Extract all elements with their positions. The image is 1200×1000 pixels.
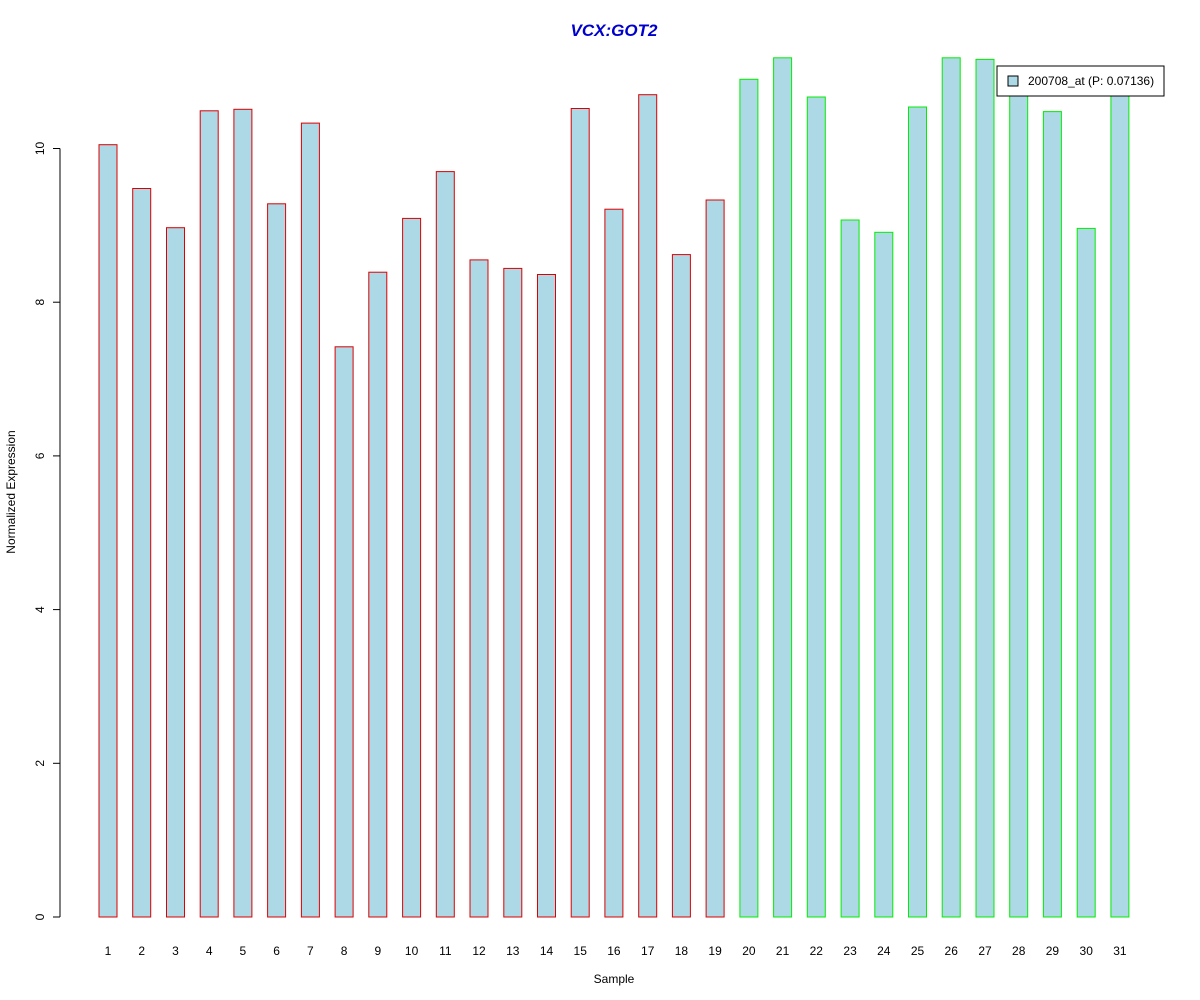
x-tick-label: 24 bbox=[877, 944, 891, 958]
y-axis-label: Normalized Expression bbox=[4, 430, 18, 553]
y-tick-label: 6 bbox=[33, 452, 47, 459]
bar-sample-12 bbox=[469, 259, 489, 918]
bar-sample-22 bbox=[806, 96, 826, 918]
x-tick-label: 20 bbox=[742, 944, 756, 958]
x-tick-label: 27 bbox=[978, 944, 992, 958]
bar-sample-31 bbox=[1110, 81, 1130, 918]
bar-sample-24 bbox=[874, 231, 894, 918]
x-tick-label: 23 bbox=[843, 944, 857, 958]
bar-sample-27 bbox=[975, 58, 995, 918]
bar-sample-5 bbox=[233, 108, 253, 918]
x-tick-label: 14 bbox=[540, 944, 554, 958]
x-tick-label: 26 bbox=[945, 944, 959, 958]
bar-sample-29 bbox=[1042, 111, 1062, 918]
x-tick-labels: 1 2 3 4 5 6 7 8 9 10 11 12 13 14 15 16 17 18 19 20 21 22 23 24 2… bbox=[105, 944, 1127, 958]
bar-sample-18 bbox=[671, 254, 691, 918]
legend: 200708_at (P: 0.07136) bbox=[996, 65, 1165, 97]
x-tick-label: 29 bbox=[1046, 944, 1060, 958]
x-tick-label: 7 bbox=[307, 944, 314, 958]
x-tick-label: 25 bbox=[911, 944, 925, 958]
bar-sample-23 bbox=[840, 219, 860, 918]
bar-sample-21 bbox=[773, 57, 793, 918]
x-tick-label: 4 bbox=[206, 944, 213, 958]
bar-sample-16 bbox=[604, 208, 624, 918]
x-tick-label: 1 bbox=[105, 944, 112, 958]
x-tick-label: 22 bbox=[810, 944, 824, 958]
bar-sample-25 bbox=[908, 106, 927, 918]
x-tick-label: 15 bbox=[574, 944, 588, 958]
x-tick-label: 19 bbox=[708, 944, 722, 958]
bar-sample-3 bbox=[166, 227, 185, 918]
x-tick-label: 16 bbox=[607, 944, 621, 958]
bar-sample-13 bbox=[503, 267, 523, 918]
bar-sample-11 bbox=[435, 171, 455, 918]
bar-sample-28 bbox=[1009, 81, 1029, 918]
bar-sample-2 bbox=[132, 188, 152, 918]
x-tick-label: 9 bbox=[374, 944, 381, 958]
x-tick-label: 3 bbox=[172, 944, 179, 958]
x-tick-label: 11 bbox=[439, 944, 452, 958]
bar-sample-17 bbox=[638, 94, 658, 918]
y-tick-label: 0 bbox=[33, 913, 47, 920]
bar-sample-4 bbox=[199, 110, 219, 918]
x-tick-label: 10 bbox=[405, 944, 419, 958]
legend-box bbox=[996, 65, 1165, 97]
x-tick-label: 18 bbox=[675, 944, 689, 958]
bar-sample-26 bbox=[941, 57, 961, 918]
bar-sample-7 bbox=[300, 122, 320, 918]
bars-group bbox=[98, 57, 1130, 918]
chart-title: VCX:GOT2 bbox=[571, 21, 658, 40]
x-tick-label: 17 bbox=[641, 944, 655, 958]
x-tick-label: 31 bbox=[1113, 944, 1127, 958]
x-tick-label: 13 bbox=[506, 944, 520, 958]
bar-sample-9 bbox=[368, 271, 388, 918]
y-tick-label: 10 bbox=[33, 142, 47, 156]
x-tick-label: 6 bbox=[273, 944, 280, 958]
y-tick-label: 8 bbox=[33, 299, 47, 306]
bar-sample-19 bbox=[705, 199, 725, 918]
y-tick-label: 4 bbox=[33, 606, 47, 613]
bar-sample-8 bbox=[334, 346, 354, 918]
x-tick-label: 5 bbox=[240, 944, 247, 958]
bar-sample-10 bbox=[402, 217, 422, 918]
bar-sample-15 bbox=[570, 108, 590, 918]
bar-sample-30 bbox=[1076, 227, 1096, 918]
x-tick-label: 8 bbox=[341, 944, 348, 958]
x-axis-label: Sample bbox=[594, 972, 635, 986]
legend-swatch bbox=[1007, 75, 1019, 87]
y-tick-label: 2 bbox=[33, 760, 47, 767]
bar-sample-1 bbox=[98, 144, 118, 918]
x-tick-label: 30 bbox=[1080, 944, 1094, 958]
x-tick-label: 2 bbox=[138, 944, 145, 958]
legend-label: 200708_at (P: 0.07136) bbox=[1028, 74, 1154, 88]
bar-sample-6 bbox=[267, 203, 287, 918]
x-tick-label: 21 bbox=[776, 944, 790, 958]
bar-sample-14 bbox=[537, 274, 556, 918]
y-axis: 0 2 4 6 8 10 bbox=[33, 142, 61, 920]
x-tick-label: 12 bbox=[472, 944, 486, 958]
bar-sample-20 bbox=[739, 78, 759, 918]
x-tick-label: 28 bbox=[1012, 944, 1026, 958]
